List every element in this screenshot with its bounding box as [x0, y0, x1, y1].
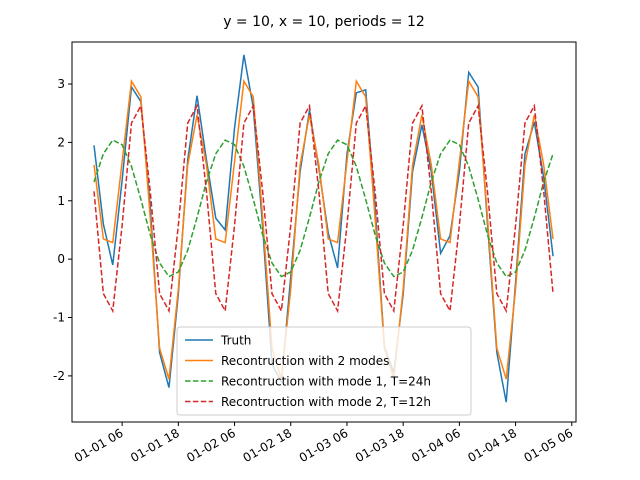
y-tick-label: 3 — [57, 77, 65, 91]
legend-label: Recontruction with 2 modes — [221, 354, 389, 368]
legend-label: Recontruction with mode 2, T=12h — [221, 395, 431, 409]
legend-label: Recontruction with mode 1, T=24h — [221, 375, 431, 389]
chart-title: y = 10, x = 10, periods = 12 — [223, 14, 425, 30]
y-tick-label: 0 — [57, 252, 65, 266]
plot-frame — [71, 41, 577, 423]
y-tick-label: -2 — [53, 369, 65, 383]
y-tick-label: 1 — [57, 194, 65, 208]
series-line — [93, 78, 554, 380]
series-line — [93, 139, 554, 278]
legend-box — [176, 326, 472, 416]
legend-label: Truth — [220, 334, 251, 348]
y-tick-label: -1 — [53, 311, 65, 325]
series-line — [93, 103, 554, 314]
y-tick-label: 2 — [57, 135, 65, 149]
legend: Truth Recontruction with 2 modes Recontruc… — [176, 326, 472, 416]
